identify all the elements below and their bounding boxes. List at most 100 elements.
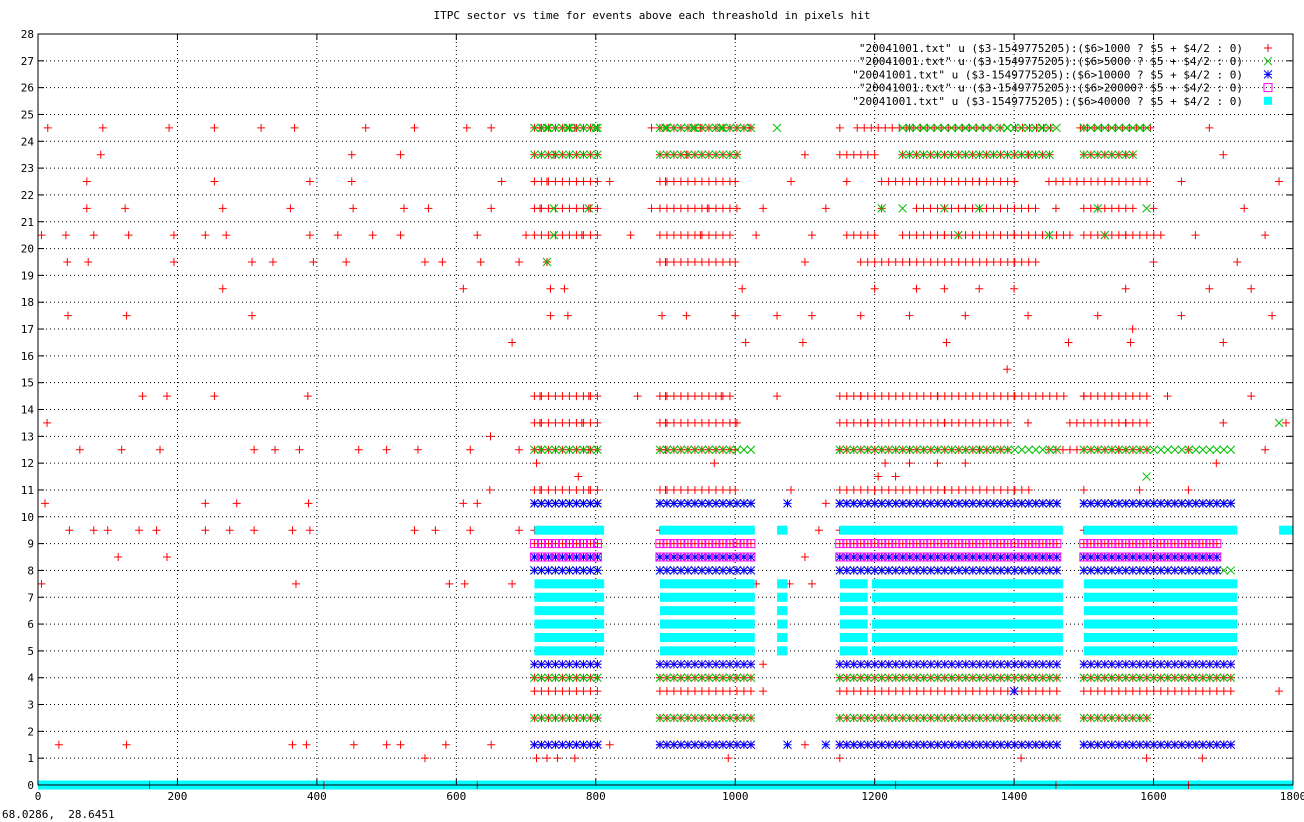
data-point	[1107, 659, 1117, 669]
data-point	[1065, 177, 1074, 186]
data-point	[1128, 418, 1137, 427]
data-point	[884, 740, 894, 750]
data-point	[669, 177, 678, 186]
data-point	[551, 673, 560, 683]
data-point	[704, 392, 713, 401]
data-point	[877, 203, 886, 213]
data-point	[739, 445, 749, 455]
data-point	[697, 123, 707, 133]
data-point	[905, 459, 914, 468]
data-band	[777, 579, 788, 589]
data-point	[933, 177, 942, 186]
data-point	[551, 231, 560, 240]
data-point	[982, 659, 992, 669]
data-point	[1149, 231, 1158, 240]
data-point	[558, 566, 567, 575]
data-point	[704, 713, 714, 723]
data-point	[704, 659, 714, 669]
data-point	[1052, 659, 1062, 669]
data-point	[954, 566, 964, 575]
data-point	[579, 659, 588, 669]
data-point	[739, 566, 749, 575]
data-point	[593, 713, 602, 723]
data-point	[725, 713, 735, 723]
data-band	[534, 632, 605, 642]
data-point	[1052, 687, 1061, 696]
data-point	[835, 713, 845, 723]
data-point	[1240, 204, 1249, 213]
data-point	[891, 566, 901, 575]
data-point	[1097, 123, 1106, 132]
data-point	[1076, 123, 1085, 132]
data-point	[676, 713, 686, 723]
data-point	[1086, 687, 1095, 696]
data-point	[1205, 552, 1215, 562]
data-point	[1093, 673, 1103, 683]
data-point	[1093, 713, 1103, 723]
data-point	[856, 539, 866, 549]
data-point	[544, 566, 553, 575]
data-point	[1045, 539, 1055, 549]
data-band	[839, 579, 868, 589]
data-point	[1058, 177, 1067, 186]
data-point	[662, 445, 672, 455]
data-point	[537, 204, 546, 213]
data-point	[940, 203, 949, 213]
data-point	[557, 539, 567, 549]
data-point	[940, 123, 949, 133]
data-point	[1107, 713, 1117, 723]
data-point	[565, 123, 574, 133]
data-point	[1024, 566, 1034, 575]
data-point	[250, 526, 259, 535]
data-point	[919, 687, 928, 696]
data-point	[947, 499, 957, 508]
data-point	[572, 713, 581, 723]
data-point	[961, 539, 971, 549]
data-point	[718, 687, 727, 696]
data-point	[1205, 499, 1215, 508]
data-point	[919, 552, 929, 562]
data-point	[551, 123, 560, 133]
data-run	[530, 204, 602, 213]
data-point	[697, 539, 707, 549]
data-point	[912, 552, 922, 562]
data-point	[201, 526, 210, 535]
data-point	[1052, 552, 1062, 562]
data-point	[741, 338, 750, 347]
data-point	[1045, 445, 1055, 455]
data-point	[572, 392, 581, 401]
data-point	[926, 392, 935, 401]
data-point	[1149, 257, 1158, 266]
data-point	[1003, 392, 1012, 401]
data-point	[746, 499, 756, 508]
data-point	[1045, 123, 1054, 133]
data-point	[1010, 204, 1019, 213]
data-point	[787, 485, 795, 494]
data-point	[551, 659, 560, 669]
data-point	[683, 257, 692, 266]
data-point	[1184, 659, 1194, 669]
data-point	[1121, 284, 1130, 293]
data-point	[1135, 713, 1145, 723]
data-point	[218, 284, 227, 293]
data-point	[1024, 257, 1033, 266]
data-point	[572, 177, 581, 186]
data-point	[1086, 566, 1096, 575]
data-point	[1017, 392, 1026, 401]
data-run	[655, 713, 756, 723]
data-point	[898, 539, 908, 549]
data-point	[947, 418, 956, 427]
data-point	[1031, 392, 1040, 401]
data-band	[777, 606, 788, 616]
data-point	[989, 566, 999, 575]
data-point	[856, 392, 865, 401]
data-point	[1114, 673, 1124, 683]
data-point	[544, 499, 553, 508]
data-point	[1072, 445, 1081, 454]
data-point	[954, 204, 963, 213]
data-point	[1107, 552, 1117, 562]
data-point	[1184, 552, 1194, 562]
data-point	[968, 539, 978, 549]
data-point	[1135, 659, 1145, 669]
data-point	[1184, 539, 1194, 549]
